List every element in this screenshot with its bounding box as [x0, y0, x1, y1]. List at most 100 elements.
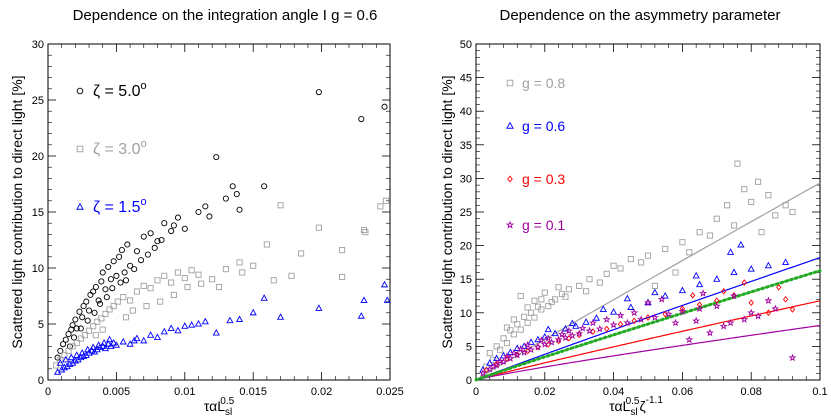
y-axis-label: Scattered light contribution to direct l… [439, 75, 455, 348]
data-point [610, 262, 617, 269]
data-point [126, 340, 134, 347]
fit-line [475, 257, 821, 381]
data-point [514, 321, 521, 328]
data-point [95, 297, 102, 304]
legend: g = 0.8 g = 0.6 g = 0.3 g = 0.1 [505, 75, 565, 233]
data-point [288, 272, 295, 279]
data-point [168, 227, 175, 235]
data-point [483, 363, 490, 370]
x-tick-labels: 0 0.02 0.04 0.06 0.08 0.1 [473, 386, 828, 398]
data-point [109, 285, 116, 292]
data-point [637, 315, 646, 323]
data-point [533, 342, 542, 351]
data-point [81, 332, 88, 339]
data-point [91, 309, 98, 316]
data-point [617, 320, 624, 328]
data-point [60, 363, 69, 371]
data-point [630, 308, 639, 317]
data-point [181, 322, 189, 329]
data-point [657, 295, 666, 303]
data-point [699, 289, 708, 297]
data-point [603, 270, 610, 277]
data-point [638, 259, 645, 266]
data-point [478, 369, 487, 377]
data-point [56, 359, 64, 366]
data-point [188, 321, 196, 328]
data-point [85, 307, 93, 314]
data-point [104, 340, 112, 347]
x-tick-label: 0.1 [812, 386, 827, 398]
data-point [116, 253, 123, 260]
data-point [568, 331, 577, 340]
data-point [548, 298, 555, 306]
data-point [496, 356, 505, 365]
data-point [195, 208, 202, 216]
data-point [730, 291, 738, 300]
data-point [578, 324, 587, 332]
data-point [137, 257, 145, 264]
data-point [261, 183, 268, 190]
data-point [357, 312, 365, 319]
data-point [651, 282, 658, 289]
data-point [564, 326, 573, 335]
data-point [101, 344, 110, 352]
data-point [489, 362, 498, 370]
data-point [510, 316, 517, 323]
data-point [724, 202, 731, 209]
data-point [239, 269, 246, 276]
y-tick-label: 30 [32, 39, 44, 51]
data-point [730, 268, 738, 276]
data-point [782, 202, 789, 209]
legend-superscript: o [141, 138, 147, 150]
x-axis-label: ταLsl0.5 [204, 396, 235, 418]
legend-marker [76, 145, 84, 153]
series-star [478, 289, 797, 377]
data-point [531, 297, 538, 304]
data-point [788, 353, 797, 362]
y-tick-label: 10 [460, 308, 472, 320]
data-point [85, 327, 93, 334]
legend-value: = 1.5 [100, 199, 141, 216]
data-point [124, 241, 131, 248]
data-point [377, 203, 384, 210]
x-tick-label: 0.04 [603, 386, 624, 398]
x-tick-label: 0.015 [239, 386, 267, 398]
data-point [623, 318, 632, 327]
data-point [544, 325, 552, 333]
data-point [94, 318, 101, 325]
data-point [127, 262, 134, 269]
data-point [140, 233, 147, 240]
data-point [545, 303, 552, 310]
data-point [521, 313, 528, 320]
data-point [92, 283, 99, 291]
data-point [112, 341, 121, 348]
data-point [62, 355, 70, 363]
data-point [154, 238, 161, 245]
data-point [70, 334, 78, 341]
data-point [212, 328, 220, 336]
data-point [358, 115, 365, 123]
data-point [79, 314, 86, 321]
data-point [544, 334, 553, 342]
data-point [782, 296, 789, 303]
legend-value: = 5.0 [100, 83, 141, 100]
axis-ticks [475, 43, 821, 381]
x-tick-label: 0.08 [740, 386, 761, 398]
data-point [62, 336, 69, 343]
fit-line [475, 300, 821, 381]
data-point [500, 335, 507, 342]
data-point [209, 276, 216, 283]
data-point [195, 271, 202, 278]
chart-integration-angle: Dependence on the integration angle I g … [9, 7, 404, 418]
data-point [161, 220, 168, 227]
data-point [133, 248, 140, 255]
data-point [524, 304, 531, 311]
data-point [623, 294, 631, 302]
data-point [61, 352, 68, 359]
data-point [144, 251, 151, 258]
data-point [609, 320, 618, 329]
data-point [537, 336, 546, 344]
data-point [315, 304, 323, 311]
data-point [696, 229, 703, 236]
